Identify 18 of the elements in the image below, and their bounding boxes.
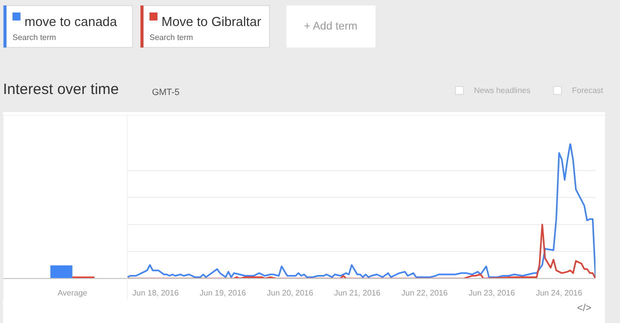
x-tick-label: Jun 18, 2016 (132, 288, 180, 298)
text: Search term (150, 33, 194, 42)
legend-label: Move to Gibraltar (162, 14, 262, 29)
text: Forecast (572, 85, 604, 96)
x-tick-label: Jun 22, 2016 (401, 288, 448, 298)
x-tick-label: Average (58, 288, 88, 298)
x-tick-label: Jun 19, 2016 (200, 288, 246, 298)
text: News headlines (474, 85, 530, 96)
x-tick-label: Jun 23, 2016 (468, 288, 516, 298)
text: </> (577, 302, 592, 316)
chart-title: Interest over time (3, 80, 119, 100)
legend-label: move to canada (24, 14, 118, 29)
x-tick-label: Jun 20, 2016 (266, 288, 314, 298)
x-tick-label: Jun 21, 2016 (334, 288, 381, 298)
text: Search term (12, 33, 56, 42)
chart-subtitle: GMT-5 (152, 86, 180, 99)
x-tick-label: Jun 24, 2016 (536, 288, 583, 298)
text: + Add term (304, 20, 358, 32)
